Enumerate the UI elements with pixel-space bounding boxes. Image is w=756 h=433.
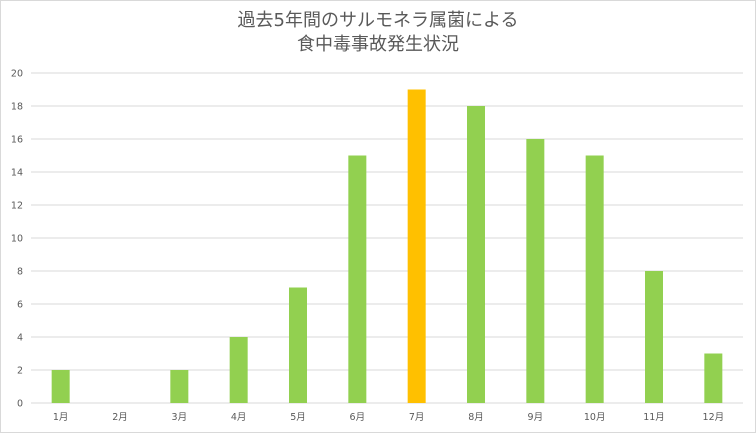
x-tick-label: 11月: [643, 412, 665, 423]
y-tick-label: 2: [17, 366, 23, 377]
y-tick-label: 4: [17, 333, 23, 344]
y-tick-label: 6: [17, 300, 23, 311]
x-tick-label: 5月: [290, 412, 306, 423]
y-tick-label: 10: [11, 234, 23, 245]
x-tick-label: 7月: [409, 412, 425, 423]
y-tick-label: 18: [11, 102, 23, 113]
bar-9: [526, 139, 545, 403]
bar-5: [289, 287, 307, 403]
x-tick-label: 10月: [584, 412, 606, 423]
x-tick-label: 6月: [350, 412, 366, 423]
bar-3: [170, 370, 189, 403]
chart-title: 過去5年間のサルモネラ属菌による 食中毒事故発生状況: [1, 9, 755, 57]
x-tick-label: 2月: [112, 412, 128, 423]
bar-8: [467, 106, 485, 403]
x-tick-label: 9月: [528, 412, 544, 423]
x-tick-label: 8月: [468, 412, 484, 423]
x-tick-label: 12月: [703, 412, 725, 423]
bar-12: [704, 353, 723, 403]
y-tick-label: 12: [11, 201, 23, 212]
bar-10: [585, 155, 604, 403]
bar-7: [407, 89, 426, 403]
y-tick-label: 14: [11, 168, 23, 179]
y-tick-label: 16: [11, 135, 23, 146]
y-tick-label: 8: [17, 267, 23, 278]
bar-6: [348, 155, 367, 403]
x-tick-label: 3月: [172, 412, 188, 423]
bar-1: [51, 370, 70, 403]
chart-title-line-2: 食中毒事故発生状況: [297, 34, 459, 55]
y-tick-label: 20: [11, 69, 23, 80]
x-tick-label: 4月: [231, 412, 247, 423]
bar-4: [229, 337, 248, 403]
bar-11: [645, 271, 663, 403]
y-tick-label: 0: [17, 399, 23, 410]
x-tick-label: 1月: [53, 412, 69, 423]
chart-title-line-1: 過去5年間のサルモネラ属菌による: [237, 10, 519, 31]
